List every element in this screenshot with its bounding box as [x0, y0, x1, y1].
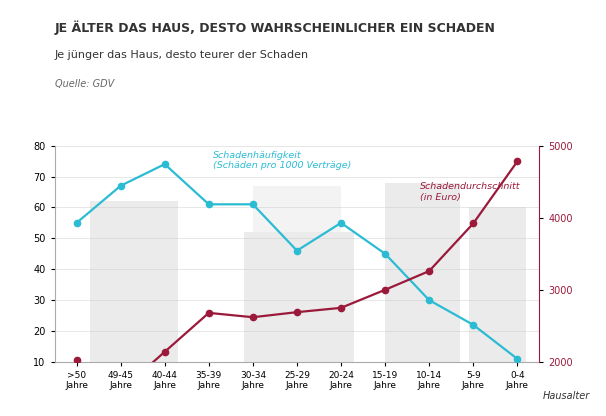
Text: Je jünger das Haus, desto teurer der Schaden: Je jünger das Haus, desto teurer der Sch…: [55, 50, 308, 60]
Text: Quelle: GDV: Quelle: GDV: [55, 79, 114, 89]
Bar: [90, 201, 178, 362]
Bar: [469, 208, 526, 362]
Bar: [244, 232, 355, 362]
Bar: [385, 183, 460, 362]
Text: Schadenhäufigkeit
(Schäden pro 1000 Verträge): Schadenhäufigkeit (Schäden pro 1000 Vert…: [213, 151, 351, 170]
Text: JE ÄLTER DAS HAUS, DESTO WAHRSCHEINLICHER EIN SCHADEN: JE ÄLTER DAS HAUS, DESTO WAHRSCHEINLICHE…: [55, 21, 496, 35]
Bar: [253, 186, 341, 232]
Text: Schadendurchschnitt
(in Euro): Schadendurchschnitt (in Euro): [421, 182, 521, 202]
Text: Hausalter: Hausalter: [542, 391, 590, 401]
